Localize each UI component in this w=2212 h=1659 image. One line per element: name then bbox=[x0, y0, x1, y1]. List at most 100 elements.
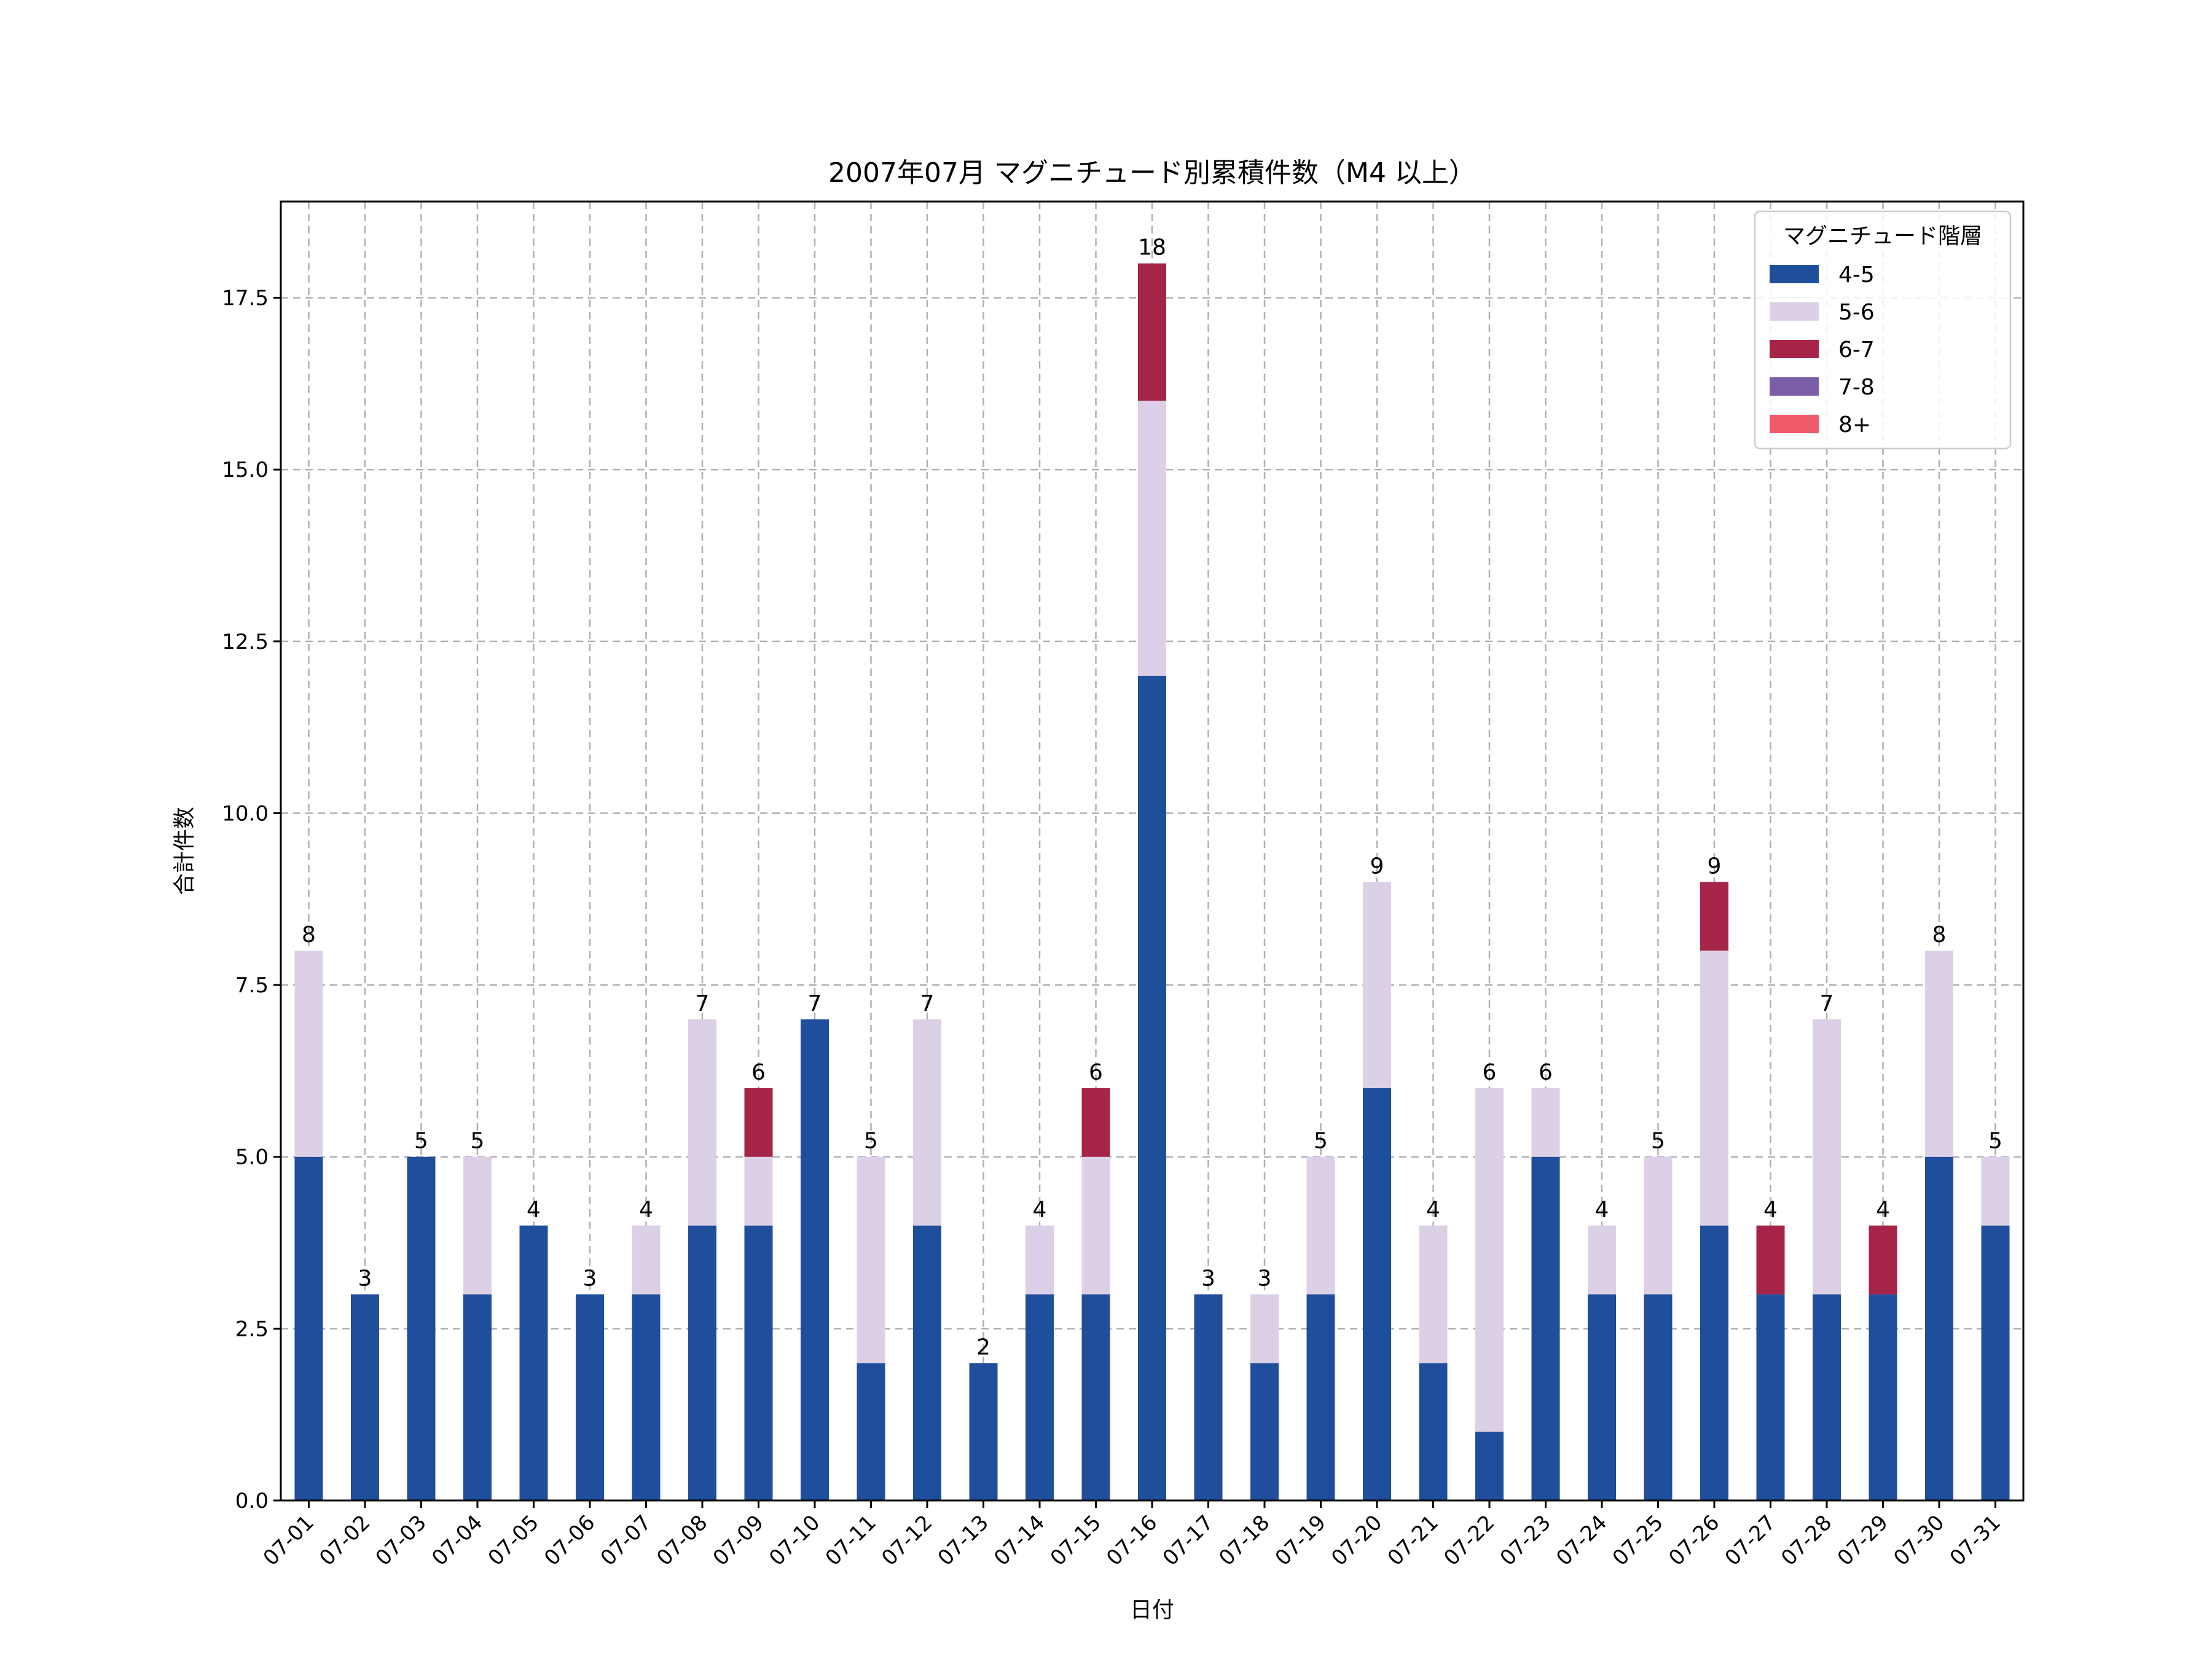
bar-total-label: 5 bbox=[471, 1129, 485, 1154]
y-axis-label: 合計件数 bbox=[172, 807, 197, 895]
bar-segment-6-7-07-16 bbox=[1138, 263, 1166, 401]
bar-segment-5-6-07-04 bbox=[463, 1156, 492, 1295]
x-tick-label: 07-13 bbox=[933, 1510, 994, 1571]
x-tick-label: 07-10 bbox=[764, 1510, 825, 1571]
x-tick-label: 07-02 bbox=[315, 1510, 375, 1571]
bar-total-label: 9 bbox=[1708, 853, 1722, 879]
bar-segment-5-6-07-25 bbox=[1644, 1156, 1673, 1295]
bar-segment-5-6-07-12 bbox=[913, 1019, 941, 1226]
bar-labels: 8 3 5 5 4 3 4 7 6 7 5 7 2 4 6 18 3 3 5 9 4 6 6 4 5 9 4 7 4 8 5 bbox=[302, 235, 2002, 1360]
bar-segment-5-6-07-11 bbox=[857, 1156, 885, 1363]
bar-segment-4-5-07-02 bbox=[351, 1294, 379, 1500]
x-tick-label: 07-14 bbox=[989, 1510, 1049, 1571]
bar-segment-4-5-07-24 bbox=[1588, 1294, 1616, 1500]
bar-total-label: 4 bbox=[527, 1198, 541, 1223]
bar-segment-6-7-07-26 bbox=[1700, 882, 1728, 951]
bar-segment-4-5-07-17 bbox=[1194, 1294, 1223, 1500]
x-tick-label: 07-09 bbox=[708, 1510, 769, 1571]
bar-segment-5-6-07-16 bbox=[1138, 401, 1166, 676]
bar-segment-4-5-07-13 bbox=[969, 1363, 998, 1500]
bar-segment-4-5-07-29 bbox=[1869, 1294, 1897, 1500]
bar-total-label: 18 bbox=[1138, 235, 1166, 261]
x-tick-label: 07-24 bbox=[1551, 1510, 1612, 1571]
x-tick-label: 07-27 bbox=[1720, 1510, 1781, 1571]
bar-segment-5-6-07-20 bbox=[1363, 882, 1391, 1088]
bar-total-label: 5 bbox=[1314, 1129, 1328, 1154]
bar-total-label: 8 bbox=[302, 922, 316, 947]
bar-segment-5-6-07-23 bbox=[1531, 1088, 1560, 1157]
y-tick-label: 2.5 bbox=[235, 1317, 269, 1341]
x-tick-label: 07-19 bbox=[1271, 1510, 1331, 1571]
bar-segment-5-6-07-08 bbox=[688, 1019, 716, 1226]
bar-segment-4-5-07-21 bbox=[1419, 1363, 1448, 1500]
x-tick-label: 07-23 bbox=[1496, 1510, 1556, 1571]
bar-total-label: 6 bbox=[751, 1060, 766, 1085]
bar-segment-4-5-07-23 bbox=[1531, 1156, 1560, 1500]
bar-segment-4-5-07-03 bbox=[407, 1156, 436, 1500]
x-tick-label: 07-06 bbox=[539, 1510, 600, 1571]
bar-segment-5-6-07-09 bbox=[744, 1156, 773, 1226]
bar-segment-4-5-07-10 bbox=[801, 1019, 829, 1500]
bar-total-label: 4 bbox=[1876, 1198, 1890, 1223]
bar-segment-4-5-07-09 bbox=[744, 1225, 773, 1500]
bar-segment-6-7-07-27 bbox=[1756, 1225, 1785, 1295]
bar-segment-5-6-07-19 bbox=[1306, 1156, 1335, 1295]
bar-total-label: 4 bbox=[1426, 1198, 1440, 1223]
bar-segment-5-6-07-22 bbox=[1475, 1088, 1504, 1432]
x-tick-label: 07-30 bbox=[1889, 1510, 1949, 1571]
y-tick-label: 17.5 bbox=[222, 286, 269, 311]
x-tick-label: 07-15 bbox=[1046, 1510, 1106, 1571]
bar-segment-5-6-07-15 bbox=[1081, 1156, 1110, 1295]
x-tick-label: 07-25 bbox=[1608, 1510, 1668, 1571]
legend-swatch bbox=[1770, 415, 1819, 433]
bar-total-label: 5 bbox=[1988, 1129, 2002, 1154]
legend-title: マグニチュード階層 bbox=[1783, 224, 1982, 249]
legend-swatch bbox=[1770, 377, 1819, 396]
bar-segment-4-5-07-14 bbox=[1026, 1294, 1054, 1500]
bar-total-label: 7 bbox=[920, 991, 935, 1016]
bar-segment-5-6-07-24 bbox=[1588, 1225, 1616, 1295]
x-tick-label: 07-05 bbox=[484, 1510, 544, 1571]
bar-segment-4-5-07-28 bbox=[1813, 1294, 1841, 1500]
y-axis: 0.0 2.5 5.0 7.5 10.0 12.5 15.0 17.5 bbox=[222, 286, 281, 1513]
bar-total-label: 6 bbox=[1539, 1060, 1553, 1085]
x-tick-label: 07-20 bbox=[1327, 1510, 1387, 1571]
x-tick-label: 07-01 bbox=[259, 1510, 319, 1571]
x-tick-label: 07-29 bbox=[1833, 1510, 1893, 1571]
y-tick-label: 0.0 bbox=[235, 1489, 269, 1513]
legend-swatch bbox=[1770, 265, 1819, 283]
x-tick-label: 07-22 bbox=[1439, 1510, 1499, 1571]
bar-total-label: 3 bbox=[583, 1266, 597, 1291]
bar-total-label: 5 bbox=[1651, 1129, 1665, 1154]
bar-total-label: 2 bbox=[976, 1335, 990, 1360]
bar-total-label: 7 bbox=[696, 991, 710, 1016]
bar-segment-5-6-07-07 bbox=[632, 1225, 661, 1295]
chart-title: 2007年07月 マグニチュード別累積件数（M4 以上） bbox=[828, 157, 1476, 189]
bar-segment-4-5-07-07 bbox=[632, 1294, 661, 1500]
x-tick-label: 07-12 bbox=[877, 1510, 937, 1571]
bar-segment-5-6-07-30 bbox=[1925, 951, 1953, 1157]
x-axis-label: 日付 bbox=[1130, 1598, 1174, 1623]
bar-total-label: 3 bbox=[1258, 1266, 1272, 1291]
bar-total-label: 5 bbox=[864, 1129, 878, 1154]
legend-entry: 6-7 bbox=[1838, 337, 1875, 363]
bar-segment-6-7-07-29 bbox=[1869, 1225, 1897, 1295]
legend-swatch bbox=[1770, 302, 1819, 321]
legend-entry: 5-6 bbox=[1838, 300, 1875, 325]
bar-segment-4-5-07-04 bbox=[463, 1294, 492, 1500]
x-tick-label: 07-04 bbox=[427, 1510, 487, 1571]
x-tick-label: 07-03 bbox=[371, 1510, 431, 1571]
bar-total-label: 6 bbox=[1089, 1060, 1103, 1085]
x-tick-label: 07-16 bbox=[1102, 1510, 1162, 1571]
bar-segment-5-6-07-18 bbox=[1250, 1294, 1279, 1363]
y-tick-label: 7.5 bbox=[235, 973, 269, 998]
bar-total-label: 5 bbox=[414, 1129, 428, 1154]
x-tick-label: 07-08 bbox=[652, 1510, 712, 1571]
bar-segment-4-5-07-26 bbox=[1700, 1225, 1728, 1500]
x-tick-label: 07-26 bbox=[1664, 1510, 1724, 1571]
bar-total-label: 3 bbox=[358, 1266, 372, 1291]
legend-entry: 4-5 bbox=[1838, 262, 1875, 288]
y-tick-label: 12.5 bbox=[222, 630, 269, 654]
bar-segment-5-6-07-26 bbox=[1700, 951, 1728, 1226]
